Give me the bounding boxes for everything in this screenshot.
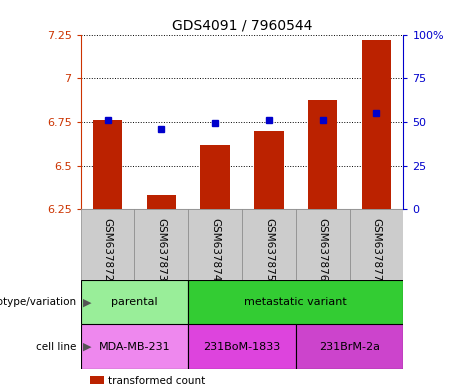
Bar: [308, 100, 337, 209]
Text: GSM637877: GSM637877: [372, 218, 382, 281]
Text: GSM637876: GSM637876: [318, 218, 328, 281]
Text: GSM637875: GSM637875: [264, 218, 274, 281]
Bar: [188, 280, 403, 324]
Bar: [81, 209, 135, 280]
Text: GSM637873: GSM637873: [156, 218, 166, 281]
Bar: [188, 324, 296, 369]
Text: ▶: ▶: [83, 297, 91, 308]
Text: MDA-MB-231: MDA-MB-231: [99, 341, 170, 352]
Text: GSM637874: GSM637874: [210, 218, 220, 281]
Text: 231BrM-2a: 231BrM-2a: [319, 341, 380, 352]
Bar: [188, 209, 242, 280]
Bar: [81, 280, 188, 324]
Title: GDS4091 / 7960544: GDS4091 / 7960544: [172, 18, 312, 32]
Bar: [81, 324, 188, 369]
Text: transformed count: transformed count: [108, 376, 206, 384]
Bar: [201, 145, 230, 209]
Bar: [254, 131, 284, 209]
Text: ▶: ▶: [83, 341, 91, 352]
Bar: [362, 40, 391, 209]
Bar: [90, 376, 104, 384]
Bar: [242, 209, 296, 280]
Text: genotype/variation: genotype/variation: [0, 297, 76, 308]
Text: cell line: cell line: [35, 341, 76, 352]
Text: metastatic variant: metastatic variant: [244, 297, 347, 308]
Text: GSM637872: GSM637872: [102, 218, 112, 281]
Bar: [296, 324, 403, 369]
Text: parental: parental: [111, 297, 158, 308]
Bar: [135, 209, 188, 280]
Bar: [93, 120, 122, 209]
Bar: [147, 195, 176, 209]
Bar: [349, 209, 403, 280]
Text: 231BoM-1833: 231BoM-1833: [203, 341, 281, 352]
Bar: [296, 209, 349, 280]
